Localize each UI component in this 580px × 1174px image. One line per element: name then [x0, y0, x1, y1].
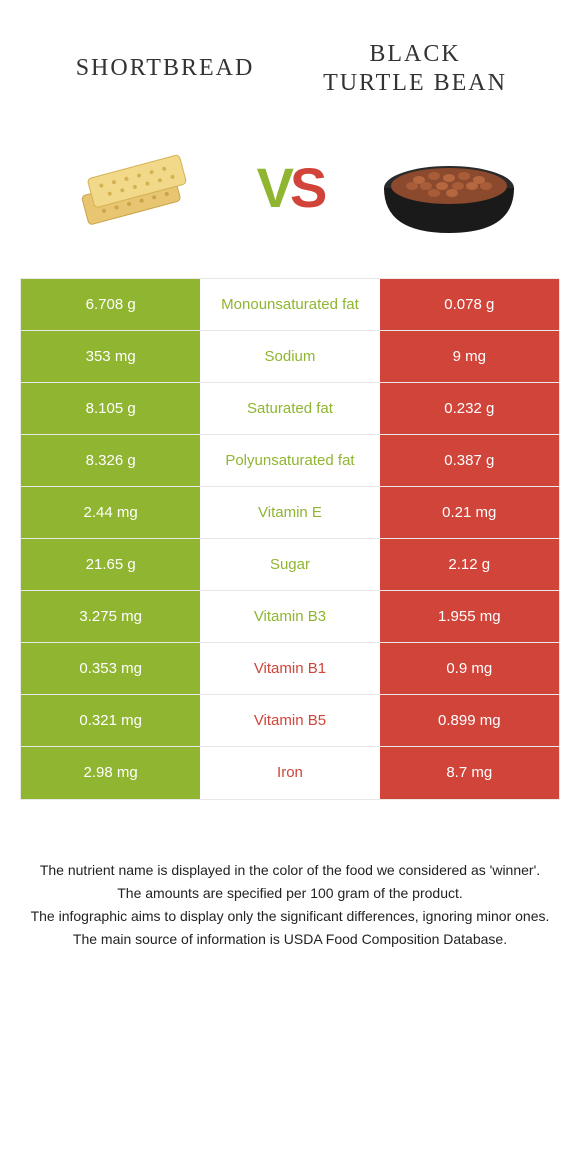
table-row: 0.321 mgVitamin B50.899 mg — [21, 695, 559, 747]
right-value: 8.7 mg — [380, 747, 559, 799]
nutrient-label: Monounsaturated fat — [200, 279, 379, 330]
shortbread-image — [56, 128, 206, 248]
table-row: 6.708 gMonounsaturated fat0.078 g — [21, 279, 559, 331]
vs-label: VS — [257, 155, 324, 220]
right-value: 0.387 g — [380, 435, 559, 486]
table-row: 8.326 gPolyunsaturated fat0.387 g — [21, 435, 559, 487]
footer-line-4: The main source of information is USDA F… — [30, 929, 550, 950]
nutrient-label: Polyunsaturated fat — [200, 435, 379, 486]
nutrient-label: Vitamin B1 — [200, 643, 379, 694]
footer-line-2: The amounts are specified per 100 gram o… — [30, 883, 550, 904]
table-row: 21.65 gSugar2.12 g — [21, 539, 559, 591]
right-value: 2.12 g — [380, 539, 559, 590]
vs-row: VS — [0, 118, 580, 278]
table-row: 2.98 mgIron8.7 mg — [21, 747, 559, 799]
left-food-title: SHORTBREAD — [40, 54, 290, 83]
right-value: 0.21 mg — [380, 487, 559, 538]
beans-image — [374, 128, 524, 248]
nutrient-table: 6.708 gMonounsaturated fat0.078 g353 mgS… — [20, 278, 560, 800]
footer-notes: The nutrient name is displayed in the co… — [0, 860, 580, 950]
right-food-title: BLACK TURTLE BEAN — [290, 40, 540, 98]
nutrient-label: Sodium — [200, 331, 379, 382]
footer-line-3: The infographic aims to display only the… — [30, 906, 550, 927]
nutrient-label: Sugar — [200, 539, 379, 590]
left-value: 2.98 mg — [21, 747, 200, 799]
right-value: 0.899 mg — [380, 695, 559, 746]
nutrient-label: Vitamin E — [200, 487, 379, 538]
right-value: 0.9 mg — [380, 643, 559, 694]
left-value: 6.708 g — [21, 279, 200, 330]
right-value: 1.955 mg — [380, 591, 559, 642]
nutrient-label: Vitamin B3 — [200, 591, 379, 642]
left-value: 0.353 mg — [21, 643, 200, 694]
right-value: 9 mg — [380, 331, 559, 382]
left-value: 21.65 g — [21, 539, 200, 590]
right-value: 0.078 g — [380, 279, 559, 330]
nutrient-label: Iron — [200, 747, 379, 799]
footer-line-1: The nutrient name is displayed in the co… — [30, 860, 550, 881]
table-row: 353 mgSodium9 mg — [21, 331, 559, 383]
table-row: 3.275 mgVitamin B31.955 mg — [21, 591, 559, 643]
header: SHORTBREAD BLACK TURTLE BEAN — [0, 0, 580, 118]
left-value: 353 mg — [21, 331, 200, 382]
nutrient-label: Vitamin B5 — [200, 695, 379, 746]
left-value: 8.105 g — [21, 383, 200, 434]
right-value: 0.232 g — [380, 383, 559, 434]
left-value: 8.326 g — [21, 435, 200, 486]
left-value: 2.44 mg — [21, 487, 200, 538]
left-value: 0.321 mg — [21, 695, 200, 746]
nutrient-label: Saturated fat — [200, 383, 379, 434]
table-row: 2.44 mgVitamin E0.21 mg — [21, 487, 559, 539]
table-row: 0.353 mgVitamin B10.9 mg — [21, 643, 559, 695]
left-value: 3.275 mg — [21, 591, 200, 642]
table-row: 8.105 gSaturated fat0.232 g — [21, 383, 559, 435]
